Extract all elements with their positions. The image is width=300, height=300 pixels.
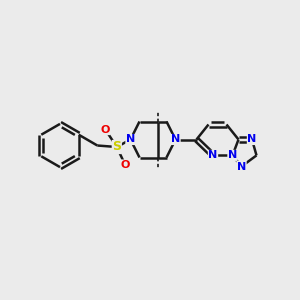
Text: N: N bbox=[171, 134, 180, 145]
Text: O: O bbox=[101, 124, 110, 135]
Text: N: N bbox=[208, 150, 217, 161]
Text: S: S bbox=[112, 140, 121, 154]
Text: N: N bbox=[228, 150, 237, 161]
Text: N: N bbox=[248, 134, 256, 145]
Text: N: N bbox=[126, 134, 135, 145]
Text: N: N bbox=[237, 161, 246, 172]
Text: O: O bbox=[121, 160, 130, 170]
